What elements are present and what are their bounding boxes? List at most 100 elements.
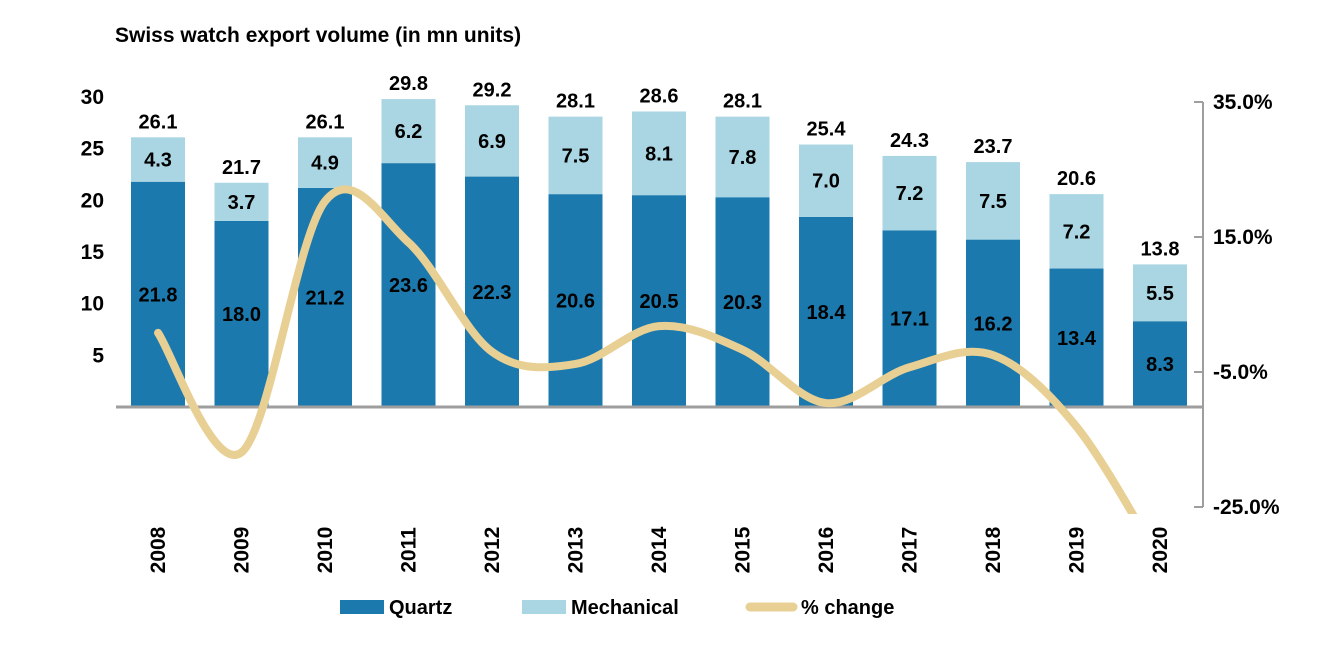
label-total-2019: 20.6 bbox=[1057, 168, 1096, 190]
bar-mechanical-2008 bbox=[131, 137, 185, 182]
bar-mechanical-2009 bbox=[214, 182, 269, 221]
bar-quartz-2009 bbox=[214, 221, 269, 407]
legend: Quartz Mechanical % change bbox=[340, 597, 894, 619]
label-total-2020: 13.8 bbox=[1141, 238, 1180, 260]
bar-mechanical-2010 bbox=[298, 137, 352, 188]
x-axis-label-2010: 2010 bbox=[314, 527, 337, 574]
label-quartz-2012: 22.3 bbox=[473, 282, 512, 304]
label-quartz-2017: 17.1 bbox=[890, 309, 929, 331]
x-axis-label-2008: 2008 bbox=[147, 526, 170, 573]
x-axis-line bbox=[116, 405, 1203, 409]
bar-quartz-2014 bbox=[632, 195, 686, 407]
legend-label-quartz: Quartz bbox=[389, 597, 452, 619]
bar-quartz-2013 bbox=[548, 194, 603, 407]
label-mechanical-2018: 7.5 bbox=[979, 191, 1007, 213]
label-total-2018: 23.7 bbox=[974, 136, 1013, 158]
label-quartz-2013: 20.6 bbox=[556, 291, 595, 313]
bar-mechanical-2016 bbox=[799, 144, 853, 217]
label-mechanical-2017: 7.2 bbox=[896, 183, 924, 205]
bar-mechanical-2017 bbox=[882, 155, 937, 231]
axes-group: 30 25 20 15 10 5 35.0% 15.0% -5.0% -25.0% bbox=[81, 86, 1280, 519]
label-mechanical-2015: 7.8 bbox=[729, 147, 757, 169]
label-quartz-2011: 23.6 bbox=[389, 275, 428, 297]
label-quartz-2014: 20.5 bbox=[640, 291, 679, 313]
label-total-2016: 25.4 bbox=[807, 119, 847, 141]
legend-label-pct-change: % change bbox=[801, 597, 894, 619]
x-axis-label-2015: 2015 bbox=[732, 526, 755, 573]
label-total-2017: 24.3 bbox=[890, 130, 929, 152]
bar-quartz-2018 bbox=[966, 239, 1020, 407]
label-mechanical-2013: 7.5 bbox=[562, 145, 590, 167]
label-mechanical-2011: 6.2 bbox=[395, 121, 423, 143]
left-axis-tick-20: 20 bbox=[81, 189, 104, 212]
bars-group bbox=[131, 99, 1187, 407]
bar-quartz-2011 bbox=[381, 163, 436, 407]
label-total-2012: 29.2 bbox=[473, 79, 512, 101]
x-axis-labels-group: 2008 2009 2010 2011 2012 2013 2014 2015 2016 2017… bbox=[147, 526, 1172, 573]
label-mechanical-2019: 7.2 bbox=[1063, 221, 1091, 243]
bar-quartz-2016 bbox=[799, 216, 853, 407]
legend-swatch-mechanical bbox=[522, 600, 566, 614]
label-quartz-2009: 18.0 bbox=[222, 304, 261, 326]
left-axis-tick-15: 15 bbox=[81, 241, 105, 264]
bar-labels-group: 26.1 4.3 21.8 21.7 3.7 18.0 26.1 4.9 21.2 29.8 6.2… bbox=[139, 73, 1180, 376]
bar-mechanical-2015 bbox=[715, 116, 770, 198]
x-axis-label-2019: 2019 bbox=[1066, 527, 1089, 574]
label-mechanical-2016: 7.0 bbox=[812, 171, 840, 193]
label-total-2013: 28.1 bbox=[556, 91, 595, 113]
right-axis-tick--5.0%: -5.0% bbox=[1213, 361, 1268, 384]
x-axis-label-2012: 2012 bbox=[481, 527, 504, 574]
bar-mechanical-2013 bbox=[548, 116, 603, 195]
x-axis-label-2020: 2020 bbox=[1149, 527, 1172, 574]
bar-quartz-2012 bbox=[465, 176, 519, 407]
label-mechanical-2008: 4.3 bbox=[144, 150, 172, 172]
label-total-2009: 21.7 bbox=[222, 157, 261, 179]
label-quartz-2016: 18.4 bbox=[807, 302, 847, 324]
label-quartz-2010: 21.2 bbox=[306, 287, 345, 309]
bar-quartz-2020 bbox=[1133, 321, 1187, 407]
label-total-2010: 26.1 bbox=[306, 111, 345, 133]
x-axis-label-2011: 2011 bbox=[398, 527, 421, 573]
label-mechanical-2012: 6.9 bbox=[478, 131, 506, 153]
label-quartz-2020: 8.3 bbox=[1146, 354, 1174, 376]
x-axis-label-2014: 2014 bbox=[648, 526, 671, 573]
label-total-2014: 28.6 bbox=[640, 85, 679, 107]
label-quartz-2008: 21.8 bbox=[139, 284, 178, 306]
bar-quartz-2010 bbox=[298, 187, 352, 407]
bar-quartz-2019 bbox=[1049, 268, 1104, 407]
left-axis-tick-25: 25 bbox=[81, 138, 105, 161]
bar-mechanical-2011 bbox=[381, 99, 436, 164]
chart-title: Swiss watch export volume (in mn units) bbox=[115, 24, 521, 47]
left-axis-tick-30: 30 bbox=[81, 86, 104, 109]
x-axis-label-2009: 2009 bbox=[231, 527, 254, 574]
x-axis-label-2018: 2018 bbox=[982, 526, 1005, 573]
label-quartz-2015: 20.3 bbox=[723, 292, 762, 314]
right-axis-tick-35.0%: 35.0% bbox=[1213, 91, 1273, 114]
right-axis-tick--25.0%: -25.0% bbox=[1213, 496, 1280, 519]
bar-mechanical-2012 bbox=[465, 105, 519, 177]
legend-label-mechanical: Mechanical bbox=[571, 597, 679, 619]
label-mechanical-2014: 8.1 bbox=[645, 143, 673, 165]
left-axis-tick-10: 10 bbox=[81, 293, 104, 316]
x-axis-label-2017: 2017 bbox=[899, 527, 922, 574]
label-total-2011: 29.8 bbox=[389, 73, 428, 95]
label-total-2015: 28.1 bbox=[723, 91, 762, 113]
label-mechanical-2009: 3.7 bbox=[228, 192, 256, 214]
legend-swatch-quartz bbox=[340, 600, 384, 614]
label-mechanical-2010: 4.9 bbox=[311, 153, 339, 175]
right-axis-tick-15.0%: 15.0% bbox=[1213, 226, 1273, 249]
left-axis-tick-5: 5 bbox=[92, 344, 104, 367]
pct-change-line-group bbox=[154, 185, 1138, 514]
pct-change-line bbox=[154, 185, 1138, 514]
label-mechanical-2020: 5.5 bbox=[1146, 283, 1174, 305]
x-axis-label-2016: 2016 bbox=[815, 527, 838, 574]
label-total-2008: 26.1 bbox=[139, 111, 178, 133]
bar-quartz-2015 bbox=[715, 197, 770, 407]
bar-mechanical-2020 bbox=[1133, 264, 1187, 322]
bar-mechanical-2014 bbox=[632, 111, 686, 196]
label-quartz-2018: 16.2 bbox=[974, 313, 1013, 335]
bar-mechanical-2019 bbox=[1049, 194, 1104, 269]
label-quartz-2019: 13.4 bbox=[1057, 328, 1097, 350]
